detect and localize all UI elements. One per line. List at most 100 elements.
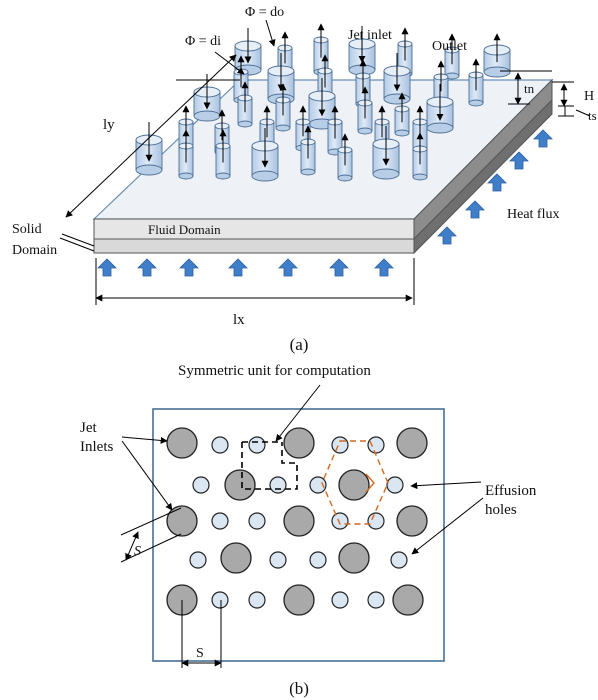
jet-inlets-label-1: Jet <box>80 420 97 436</box>
jet-inlet-leader-1 <box>121 436 168 444</box>
nozzle-cylinder <box>234 28 262 76</box>
effusion-hole <box>367 591 385 609</box>
nozzle-cylinder <box>267 53 295 105</box>
effusion-hole <box>386 476 404 494</box>
solid-domain-face <box>93 238 415 254</box>
figure-a-labels: Φ = di Φ = do Jet inlet Outlet tn H ts l… <box>12 5 597 354</box>
effusion-hole <box>367 436 385 454</box>
nozzle-cylinder <box>357 86 373 135</box>
cylinder-base <box>178 172 194 180</box>
jet-inlet-hole <box>283 427 315 459</box>
cylinder-base <box>383 93 411 105</box>
fluid-domain-label: Fluid Domain <box>148 222 221 237</box>
solid-domain-leader <box>61 233 95 247</box>
s-diag-dimension <box>125 531 139 561</box>
ly-label: ly <box>103 117 115 133</box>
jet-inlet-hole <box>396 505 428 537</box>
jet-inlet-hole <box>166 427 198 459</box>
effusion-hole <box>390 551 408 569</box>
effusion-leader-2 <box>411 497 484 555</box>
phi-di-label: Φ = di <box>185 34 221 49</box>
heat-flux-label: Heat flux <box>507 207 559 222</box>
ts-label: ts <box>588 108 597 123</box>
heat-flux-arrow <box>329 258 349 277</box>
hexagon-inner-mark <box>365 473 375 493</box>
nozzle-cylinder <box>426 84 454 134</box>
cylinder-base <box>372 168 400 180</box>
nozzle-cylinder <box>337 133 353 182</box>
cylinder-base <box>237 120 253 128</box>
s-horiz-label: S <box>196 646 204 661</box>
cylinder-base <box>483 66 511 78</box>
ts-leader <box>575 109 591 117</box>
hexagon-outline <box>321 440 389 525</box>
plate-side-solid <box>413 98 553 255</box>
heat-flux-arrow <box>278 258 298 277</box>
cylinder-base <box>193 110 221 122</box>
di-leader <box>214 51 245 75</box>
jet-inlet-hole <box>396 427 428 459</box>
lx-label: lx <box>233 312 245 328</box>
effusion-hole <box>367 512 385 530</box>
cylinder-base <box>394 129 410 137</box>
cylinder-base <box>251 170 279 182</box>
outlet-label: Outlet <box>432 39 467 54</box>
heat-flux-arrow <box>97 258 117 277</box>
effusion-hole <box>248 436 266 454</box>
jet-inlet-hole <box>283 584 315 616</box>
jet-inlet-hole <box>338 542 370 574</box>
nozzle-cylinder <box>135 122 163 176</box>
effusion-hole <box>331 436 349 454</box>
caption-b: (b) <box>289 679 309 698</box>
cylinder-base <box>426 122 454 134</box>
effusion-label-2: holes <box>485 502 517 518</box>
effusion-hole <box>269 551 287 569</box>
effusion-hole <box>192 476 210 494</box>
solid-domain-label-1: Solid <box>12 222 42 237</box>
cylinder-base <box>215 172 231 180</box>
heat-flux-arrow <box>533 129 553 148</box>
H-label: H <box>584 89 594 104</box>
do-leader <box>265 19 276 47</box>
effusion-hole <box>269 476 287 494</box>
heat-flux-arrows <box>97 129 553 277</box>
nozzle-cylinder <box>483 33 511 78</box>
effusion-hole <box>309 476 327 494</box>
nozzle-cylinder <box>237 81 253 128</box>
effusion-hole <box>248 591 266 609</box>
jet-inlet-hole <box>166 505 198 537</box>
tn-label: tn <box>524 81 535 96</box>
cylinder-base <box>275 124 291 132</box>
heat-flux-arrow <box>179 258 199 277</box>
jet-inlet-hole <box>392 584 424 616</box>
nozzle-cylinder <box>300 125 316 176</box>
effusion-hole <box>189 551 207 569</box>
nozzle-cylinder <box>394 92 410 137</box>
effusion-hole <box>331 512 349 530</box>
heat-flux-arrow <box>509 151 529 170</box>
nozzle-cylinder <box>251 128 279 182</box>
effusion-hole <box>309 551 327 569</box>
cylinder-base <box>300 168 316 176</box>
jet-inlet-label: Jet inlet <box>348 28 392 43</box>
heat-flux-arrow <box>137 258 157 277</box>
cylinder-base <box>135 164 163 176</box>
jet-inlet-hole <box>220 542 252 574</box>
s-diag-ext-2 <box>120 507 182 536</box>
nozzle-cylinder <box>383 53 411 105</box>
cylinder-base <box>412 173 428 181</box>
effusion-hole <box>211 512 229 530</box>
effusion-label-1: Effusion <box>485 483 537 499</box>
nozzle-cylinder <box>468 58 484 107</box>
figure-b-leaders <box>120 384 484 668</box>
heat-flux-arrow <box>465 200 485 219</box>
jet-inlet-hole <box>338 469 370 501</box>
heat-flux-arrow <box>437 226 457 245</box>
cylinder-base <box>468 99 484 107</box>
heat-flux-arrow <box>228 258 248 277</box>
effusion-hole <box>211 591 229 609</box>
effusion-hole <box>211 436 229 454</box>
nozzle-cylinder <box>193 74 221 122</box>
effusion-leader-1 <box>410 481 482 490</box>
